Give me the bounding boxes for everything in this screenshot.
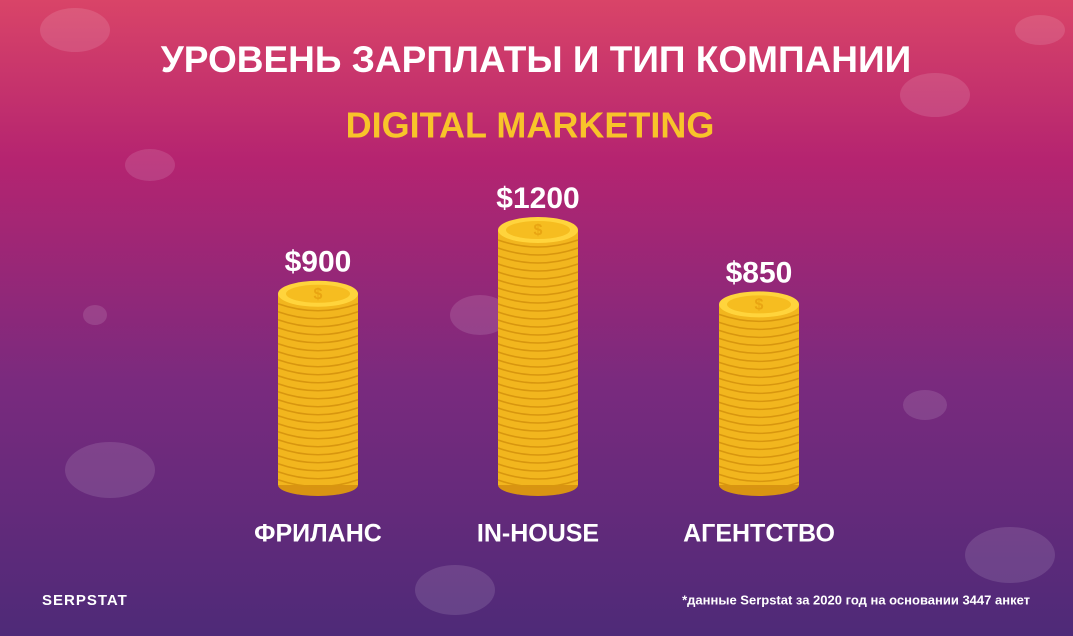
coin-edge [497,415,579,424]
coin-edge [277,335,359,344]
brand: SERPSTAT [42,592,128,609]
coin-edge [718,401,800,411]
coin-edge [497,479,579,488]
coin-edge [497,303,579,312]
coin-edge [718,481,800,491]
coin-edge [718,449,800,459]
bar [278,293,358,485]
coin-edge [277,407,359,416]
coin-edge [497,287,579,296]
coin-edge [497,351,579,360]
coin-edge [277,471,359,480]
coin-edge [497,391,579,400]
coin-edge [497,295,579,304]
coin-edge [497,319,579,328]
coin-edge [497,423,579,432]
coin-edge [277,423,359,432]
coin-edge [497,263,579,272]
coin-edge [497,255,579,264]
coin-edge [277,311,359,320]
coin-edge [718,393,800,403]
coin-edge [718,409,800,419]
coin-edge [497,383,579,392]
coin-edge [497,335,579,344]
coin-edge [497,327,579,336]
coin-edge [497,463,579,472]
coin-edge [277,367,359,376]
coin-edge [718,417,800,427]
coin-edge [718,329,800,339]
coin-edge [497,455,579,464]
coin-edge [277,375,359,384]
coin-edge [718,473,800,483]
coin-edge [718,465,800,475]
coin-edge [277,447,359,456]
coin-edge [497,431,579,440]
coin-edge [277,319,359,328]
coin-edge [497,359,579,368]
coin-edge [718,425,800,435]
coin-edge [718,337,800,347]
coin-edge [497,447,579,456]
x-tick-label: IN-HOUSE [477,520,599,548]
value-label: $1200 [496,182,579,215]
coin-edge [718,385,800,395]
coin-edge [277,463,359,472]
coin-edge [277,343,359,352]
coin-edge [277,391,359,400]
coin-edge [497,279,579,288]
coin-edge [277,431,359,440]
coin-edge [277,415,359,424]
bar [498,230,578,485]
coin-edge [497,399,579,408]
coin-edge [718,345,800,355]
coin-sign: $ [755,297,764,314]
coin-edge [497,407,579,416]
coin-edge [718,377,800,387]
coin-edge [718,313,800,323]
coin-edge [497,311,579,320]
coin-edge [718,361,800,371]
coin-edge [497,375,579,384]
coin-edge [277,327,359,336]
coin-sign: $ [314,286,323,303]
coin-edge [277,351,359,360]
coin-edge [718,457,800,467]
footnote: *данные Serpstat за 2020 год на основани… [682,592,1030,607]
coin-edge [497,343,579,352]
coin-edge [497,247,579,256]
coin-edge [497,271,579,280]
coin-edge [277,359,359,368]
decor-coins [40,8,1065,615]
value-label: $900 [285,246,352,279]
coin-edge [497,239,579,248]
coin-edge [277,439,359,448]
coin-top-inner [286,284,350,303]
x-tick-label: ФРИЛАНС [254,520,382,548]
coin-edge [497,471,579,480]
value-label: $850 [726,256,793,289]
coin-edge [277,303,359,312]
chart-title: УРОВЕНЬ ЗАРПЛАТЫ И ТИП КОМПАНИИ [161,39,911,80]
coin-edge [497,367,579,376]
coin-edge [277,455,359,464]
coin-edge [277,399,359,408]
coin-edge [497,439,579,448]
coin-top-inner [727,295,791,314]
chart-subtitle: DIGITAL MARKETING [346,105,715,146]
coin-edge [718,353,800,363]
coin-edge [718,321,800,331]
coin-edge [277,479,359,488]
coin-sign: $ [534,222,543,239]
coin-edge [718,369,800,379]
coin-top-inner [506,221,570,239]
coin-edge [718,441,800,451]
coin-edge [277,383,359,392]
x-tick-label: АГЕНТСТВО [683,520,835,548]
coin-edge [718,433,800,443]
